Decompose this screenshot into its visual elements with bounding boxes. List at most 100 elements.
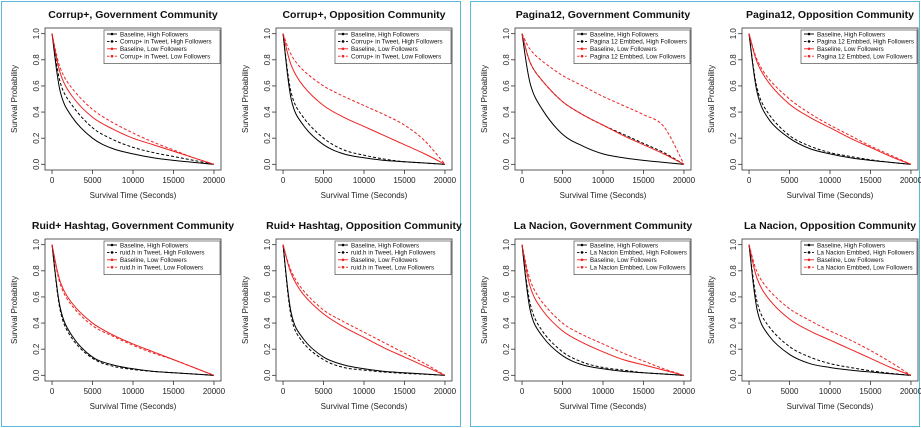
- legend-marker: [110, 40, 114, 43]
- y-axis-label: Survival Probability: [707, 276, 716, 344]
- legend-entry: Baseline, High Followers: [351, 242, 419, 249]
- x-tick-label: 20000: [434, 176, 457, 185]
- series-line-corrup-in-tweet-low-followers: [51, 33, 215, 165]
- legend-marker: [807, 265, 811, 269]
- legend-box: [334, 29, 452, 64]
- y-tick-label: 0.2: [502, 132, 511, 144]
- y-tick-label: 0.4: [502, 106, 511, 118]
- legend-marker: [341, 265, 345, 269]
- y-tick-label: 0.6: [32, 291, 41, 303]
- legend-entry: Corrup+ in Tweet, High Followers: [351, 39, 443, 46]
- right-figure-frame: [470, 1, 920, 427]
- y-tick-label: 1.0: [263, 28, 272, 40]
- series-line-pagina-12-embbed-low-followers: [748, 33, 912, 165]
- legend-entry: Baseline, Low Followers: [120, 46, 187, 53]
- x-tick-label: 5000: [554, 176, 572, 185]
- y-tick-label: 0.6: [502, 80, 511, 92]
- legend-entry: La Nacion Embbed, Low Followers: [817, 265, 913, 272]
- y-tick-label: 1.0: [32, 28, 41, 40]
- y-tick-label: 0.6: [502, 291, 511, 303]
- y-tick-label: 0.8: [729, 265, 738, 277]
- series-line-ruid-h-in-tweet-high-followers: [282, 244, 445, 376]
- series-line-ruid-h-in-tweet-high-followers: [51, 244, 214, 376]
- y-axis-label: Survival Probability: [241, 65, 250, 133]
- x-tick-label: 10000: [592, 387, 615, 396]
- y-tick-label: 0.2: [263, 132, 272, 144]
- series-line-baseline-high-followers: [748, 33, 912, 165]
- legend-box: [334, 240, 452, 275]
- series-line-baseline-high-followers: [748, 244, 911, 376]
- y-tick-label: 1.0: [729, 28, 738, 40]
- x-tick-label: 0: [50, 387, 55, 396]
- series-line-baseline-high-followers: [51, 33, 215, 165]
- x-tick-label: 20000: [673, 387, 696, 396]
- legend-marker: [341, 47, 345, 51]
- x-tick-label: 10000: [353, 387, 376, 396]
- y-tick-label: 0.2: [502, 343, 511, 355]
- series-line-la-nacion-embbed-high-followers: [521, 244, 684, 376]
- x-tick-label: 15000: [393, 176, 416, 185]
- series-line-pagina-12-embbed-high-followers: [748, 33, 912, 165]
- x-tick-label: 10000: [122, 387, 145, 396]
- y-axis-label: Survival Probability: [480, 276, 489, 344]
- y-tick-label: 0.6: [263, 291, 272, 303]
- y-tick-label: 0.2: [729, 343, 738, 355]
- series-line-pagina-12-embbed-low-followers: [521, 33, 685, 165]
- x-tick-label: 20000: [203, 176, 226, 185]
- legend-marker: [341, 40, 345, 43]
- y-tick-label: 0.4: [263, 106, 272, 118]
- x-tick-label: 0: [747, 176, 752, 185]
- x-tick-label: 5000: [315, 387, 333, 396]
- x-tick-label: 0: [281, 176, 286, 185]
- series-line-baseline-low-followers: [748, 33, 912, 165]
- y-tick-label: 0.0: [263, 158, 272, 170]
- y-tick-label: 0.4: [729, 106, 738, 118]
- x-tick-label: 15000: [162, 387, 185, 396]
- legend-marker: [580, 243, 584, 247]
- legend-entry: ruid.h in Tweet, Low Followers: [120, 265, 203, 272]
- x-tick-label: 5000: [84, 176, 102, 185]
- legend-marker: [580, 258, 584, 262]
- chart-pagina12-opposition: Pagina12, Opposition Community 0 5000 10000…: [707, 9, 921, 200]
- y-tick-label: 0.0: [263, 369, 272, 381]
- legend-marker: [110, 47, 114, 51]
- x-tick-label: 10000: [819, 387, 842, 396]
- y-tick-label: 0.2: [32, 132, 41, 144]
- legend-marker: [580, 251, 584, 254]
- legend-marker: [110, 265, 114, 269]
- legend-marker: [341, 243, 345, 247]
- y-tick-label: 0.6: [263, 80, 272, 92]
- x-tick-label: 20000: [434, 387, 457, 396]
- chart-title: Pagina12, Government Community: [516, 9, 691, 21]
- x-axis-label: Survival Time (Seconds): [560, 402, 647, 411]
- legend-box: [573, 29, 691, 64]
- y-tick-label: 0.6: [32, 80, 41, 92]
- legend-entry: Baseline, High Followers: [351, 31, 419, 38]
- chart-ruid-opposition: Ruid+ Hashtag, Opposition Community 0 5000…: [241, 220, 462, 411]
- series-line-la-nacion-embbed-high-followers: [748, 244, 912, 376]
- legend-marker: [341, 32, 345, 36]
- legend-marker: [110, 32, 114, 36]
- x-tick-label: 0: [747, 387, 752, 396]
- x-tick-label: 10000: [592, 176, 615, 185]
- chart-title: Ruid+ Hashtag, Opposition Community: [266, 220, 462, 232]
- y-tick-label: 1.0: [502, 28, 511, 40]
- y-tick-label: 0.8: [263, 265, 272, 277]
- legend-marker: [341, 54, 345, 58]
- chart-title: Corrup+, Government Community: [48, 9, 218, 21]
- x-tick-label: 15000: [859, 176, 882, 185]
- y-tick-label: 0.0: [729, 369, 738, 381]
- series-line-baseline-high-followers: [51, 244, 214, 376]
- y-tick-label: 1.0: [729, 239, 738, 251]
- legend-marker: [807, 40, 811, 43]
- x-tick-label: 5000: [781, 176, 799, 185]
- series-line-baseline-low-followers: [51, 33, 215, 165]
- legend-entry: Baseline, Low Followers: [817, 46, 884, 53]
- chart-ruid-government: Ruid+ Hashtag, Government Community 0 5000…: [10, 220, 234, 411]
- y-tick-label: 0.0: [502, 369, 511, 381]
- chart-title: Corrup+, Opposition Community: [282, 9, 445, 21]
- y-tick-label: 1.0: [32, 239, 41, 251]
- chart-title: La Nacion, Government Community: [514, 220, 693, 232]
- chart-lanacion-government: La Nacion, Government Community 0 5000 1000…: [480, 220, 696, 411]
- y-tick-label: 0.2: [729, 132, 738, 144]
